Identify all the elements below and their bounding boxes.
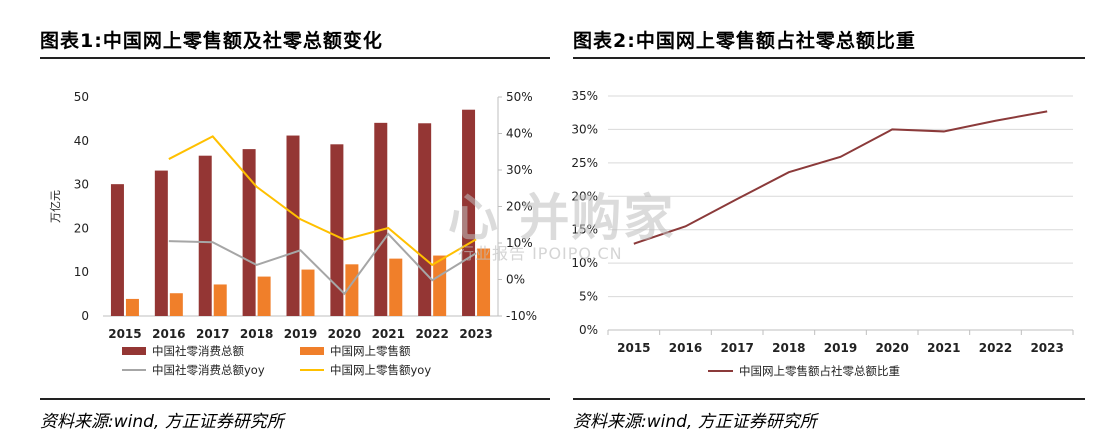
legend-retail-total-label: 中国社零消费总额 xyxy=(152,344,244,358)
y-tick-label: 50 xyxy=(74,90,89,104)
retail-total-bar xyxy=(374,122,388,316)
online-share-line xyxy=(633,110,1048,245)
y-tick-label: 20% xyxy=(571,189,598,203)
online-retail-bar xyxy=(125,298,139,316)
online-retail-bar xyxy=(257,276,271,316)
x-tick-label: 2022 xyxy=(415,327,448,341)
x-tick-label: 2023 xyxy=(459,327,492,341)
y-tick-label: 30% xyxy=(571,122,598,136)
retail-total-bar xyxy=(462,109,476,316)
legend-online-retail-label: 中国网上零售额 xyxy=(330,344,411,358)
x-tick-label: 2019 xyxy=(284,327,317,341)
legend-online-share-label: 中国网上零售额占社零总额比重 xyxy=(739,364,900,378)
x-tick-label: 2021 xyxy=(927,341,960,355)
chart2-svg: 0% 5% 10% 15% 20% 25% 30% 35% 2015 2016 2017 2018 20… xyxy=(571,89,1074,378)
x-tick-label: 2019 xyxy=(824,341,857,355)
y-tick-label: 20 xyxy=(74,221,89,235)
retail-total-bar xyxy=(286,135,300,316)
y2-tick-label: 30% xyxy=(506,163,533,177)
x-tick-label: 2016 xyxy=(669,341,702,355)
online-retail-yoy-line xyxy=(168,135,477,267)
y-tick-label: 5% xyxy=(579,290,598,304)
online-retail-bar xyxy=(301,269,315,316)
x-tick-label: 2015 xyxy=(617,341,650,355)
retail-total-bar xyxy=(110,184,124,316)
online-retail-bar xyxy=(213,284,227,316)
retail-total-bar xyxy=(418,123,432,316)
y-tick-label: 10 xyxy=(74,265,89,279)
online-retail-bar xyxy=(433,255,447,316)
y-tick-label: 0 xyxy=(81,309,89,323)
online-retail-bar xyxy=(389,258,403,316)
online-retail-bar xyxy=(477,248,491,316)
retail-total-bar xyxy=(242,149,256,316)
x-tick-label: 2018 xyxy=(240,327,273,341)
x-tick-label: 2017 xyxy=(196,327,229,341)
chart2-top-rule xyxy=(573,57,1085,59)
y2-tick-label: 40% xyxy=(506,127,533,141)
chart2-title: 图表2:中国网上零售额占社零总额比重 xyxy=(573,30,916,52)
y2-tick-label: 10% xyxy=(506,236,533,250)
retail-total-bar xyxy=(198,155,212,316)
y-tick-label: 30 xyxy=(74,178,89,192)
x-tick-label: 2021 xyxy=(372,327,405,341)
chart2-bottom-rule xyxy=(573,398,1085,400)
x-tick-label: 2015 xyxy=(108,327,141,341)
retail-total-bar xyxy=(330,144,344,316)
x-tick-label: 2020 xyxy=(328,327,361,341)
x-tick-label: 2023 xyxy=(1030,341,1063,355)
retail-total-bar xyxy=(154,170,168,316)
y2-tick-label: -10% xyxy=(506,309,537,323)
chart1-bottom-rule xyxy=(40,398,550,400)
x-tick-label: 2017 xyxy=(720,341,753,355)
legend-retail-total-yoy-label: 中国社零消费总额yoy xyxy=(152,363,265,377)
retail-total-yoy-line xyxy=(168,232,477,296)
chart1-svg: 0 10 20 30 40 50 -10% 0% 10% 20% 30% 40% 50% 万亿元 2015 2… xyxy=(49,90,537,377)
legend-retail-total-swatch xyxy=(122,347,146,355)
legend-online-retail-swatch xyxy=(300,347,324,355)
y-tick-label: 0% xyxy=(579,323,598,337)
chart2-source: 资料来源:wind, 方正证券研究所 xyxy=(573,412,817,432)
x-tick-label: 2018 xyxy=(772,341,805,355)
x-tick-label: 2016 xyxy=(152,327,185,341)
y-tick-label: 40 xyxy=(74,134,89,148)
y-tick-label: 25% xyxy=(571,156,598,170)
y-axis-label: 万亿元 xyxy=(49,190,62,223)
online-retail-bar xyxy=(169,293,183,316)
chart1-top-rule xyxy=(40,57,550,59)
y-tick-label: 10% xyxy=(571,256,598,270)
y-tick-label: 15% xyxy=(571,223,598,237)
y-tick-label: 35% xyxy=(571,89,598,103)
chart1-source: 资料来源:wind, 方正证券研究所 xyxy=(40,412,284,432)
x-tick-label: 2020 xyxy=(875,341,908,355)
y2-tick-label: 50% xyxy=(506,90,533,104)
legend-online-retail-yoy-label: 中国网上零售额yoy xyxy=(330,363,431,377)
online-retail-bar xyxy=(345,264,359,316)
y2-tick-label: 20% xyxy=(506,200,533,214)
y2-tick-label: 0% xyxy=(506,273,525,287)
x-tick-label: 2022 xyxy=(979,341,1012,355)
chart1-title: 图表1:中国网上零售额及社零总额变化 xyxy=(40,30,383,52)
